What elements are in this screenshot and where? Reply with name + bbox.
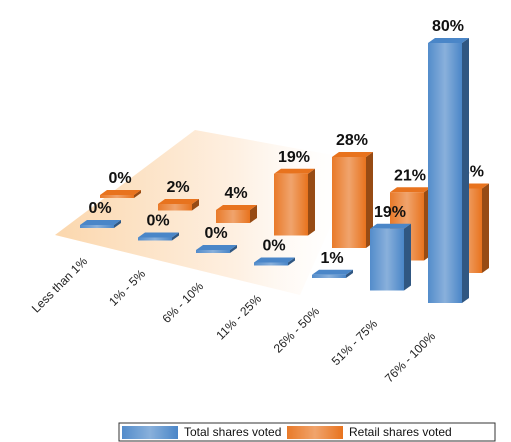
bar-shine (332, 157, 366, 248)
bar-side (250, 205, 257, 223)
bar-group (428, 38, 469, 303)
value-label: 19% (374, 204, 406, 221)
bar-top (312, 269, 353, 275)
bar-top (138, 232, 179, 238)
bar-group (196, 245, 237, 253)
bar-top (216, 205, 257, 210)
bar-shine (254, 262, 288, 266)
legend: Total shares voted Retail shares voted (122, 425, 452, 439)
bar-shine (370, 228, 404, 291)
value-label: 4% (224, 185, 247, 202)
bar-shine (138, 237, 172, 241)
bar-top (370, 223, 411, 229)
bar-group (80, 220, 121, 228)
bar-top (100, 190, 141, 195)
bar-shine (80, 225, 114, 228)
bar-top (80, 220, 121, 225)
bar-shine (312, 274, 346, 278)
x-tick-label: 11% - 25% (213, 291, 264, 342)
x-tick-label: 1% - 5% (106, 266, 148, 308)
x-tick-label: 51% - 75% (329, 316, 381, 368)
bar-top (428, 38, 469, 43)
bar-group (100, 190, 141, 198)
bar-side (346, 269, 353, 278)
bar-group (138, 232, 179, 241)
bar-shine (100, 195, 134, 198)
legend-label: Total shares voted (184, 425, 281, 439)
bar-group (332, 152, 373, 248)
bar-group (254, 257, 295, 266)
value-label: 80% (432, 18, 464, 35)
bar-shine (216, 210, 250, 223)
bar-shine (196, 250, 230, 253)
value-label: 2% (166, 179, 189, 196)
bar-group (274, 168, 315, 236)
bar-top (390, 187, 431, 193)
bar-side (114, 220, 121, 228)
value-label: 19% (278, 149, 310, 166)
value-label: 1% (320, 250, 343, 267)
legend-swatch-shine (122, 426, 178, 439)
bar-group (158, 199, 199, 211)
bar-group (370, 223, 411, 291)
bar-top (332, 152, 373, 157)
bar-side (288, 257, 295, 266)
value-label: 0% (108, 170, 131, 187)
bar-side (462, 38, 469, 303)
bar-top (274, 168, 315, 174)
value-label: 0% (88, 200, 111, 217)
legend-swatch-shine (287, 426, 343, 439)
value-label: 0% (262, 238, 285, 255)
x-tick-label: 76% - 100% (382, 329, 438, 385)
x-tick-label: 26% - 50% (271, 304, 323, 356)
bar-top (254, 257, 295, 263)
bar-top (196, 245, 237, 250)
bar-side (482, 183, 489, 273)
value-label: 0% (204, 225, 227, 242)
bar-shine (158, 204, 192, 211)
x-tick-label: Less than 1% (29, 254, 91, 316)
bar-side (308, 168, 315, 236)
bar-side (404, 223, 411, 291)
bar-side (366, 152, 373, 248)
value-label: 0% (146, 213, 169, 230)
value-label: 28% (336, 132, 368, 149)
bar-group (216, 205, 257, 223)
bar-side (134, 190, 141, 198)
bar-shine (428, 43, 462, 303)
x-tick-label: 6% - 10% (159, 279, 206, 326)
bar-side (192, 199, 199, 211)
legend-label: Retail shares voted (349, 425, 452, 439)
bar-shine (274, 173, 308, 236)
bar-side (172, 232, 179, 241)
bar-top (158, 199, 199, 204)
value-label: 21% (394, 167, 426, 184)
bar-group (312, 269, 353, 278)
bar-side (230, 245, 237, 253)
